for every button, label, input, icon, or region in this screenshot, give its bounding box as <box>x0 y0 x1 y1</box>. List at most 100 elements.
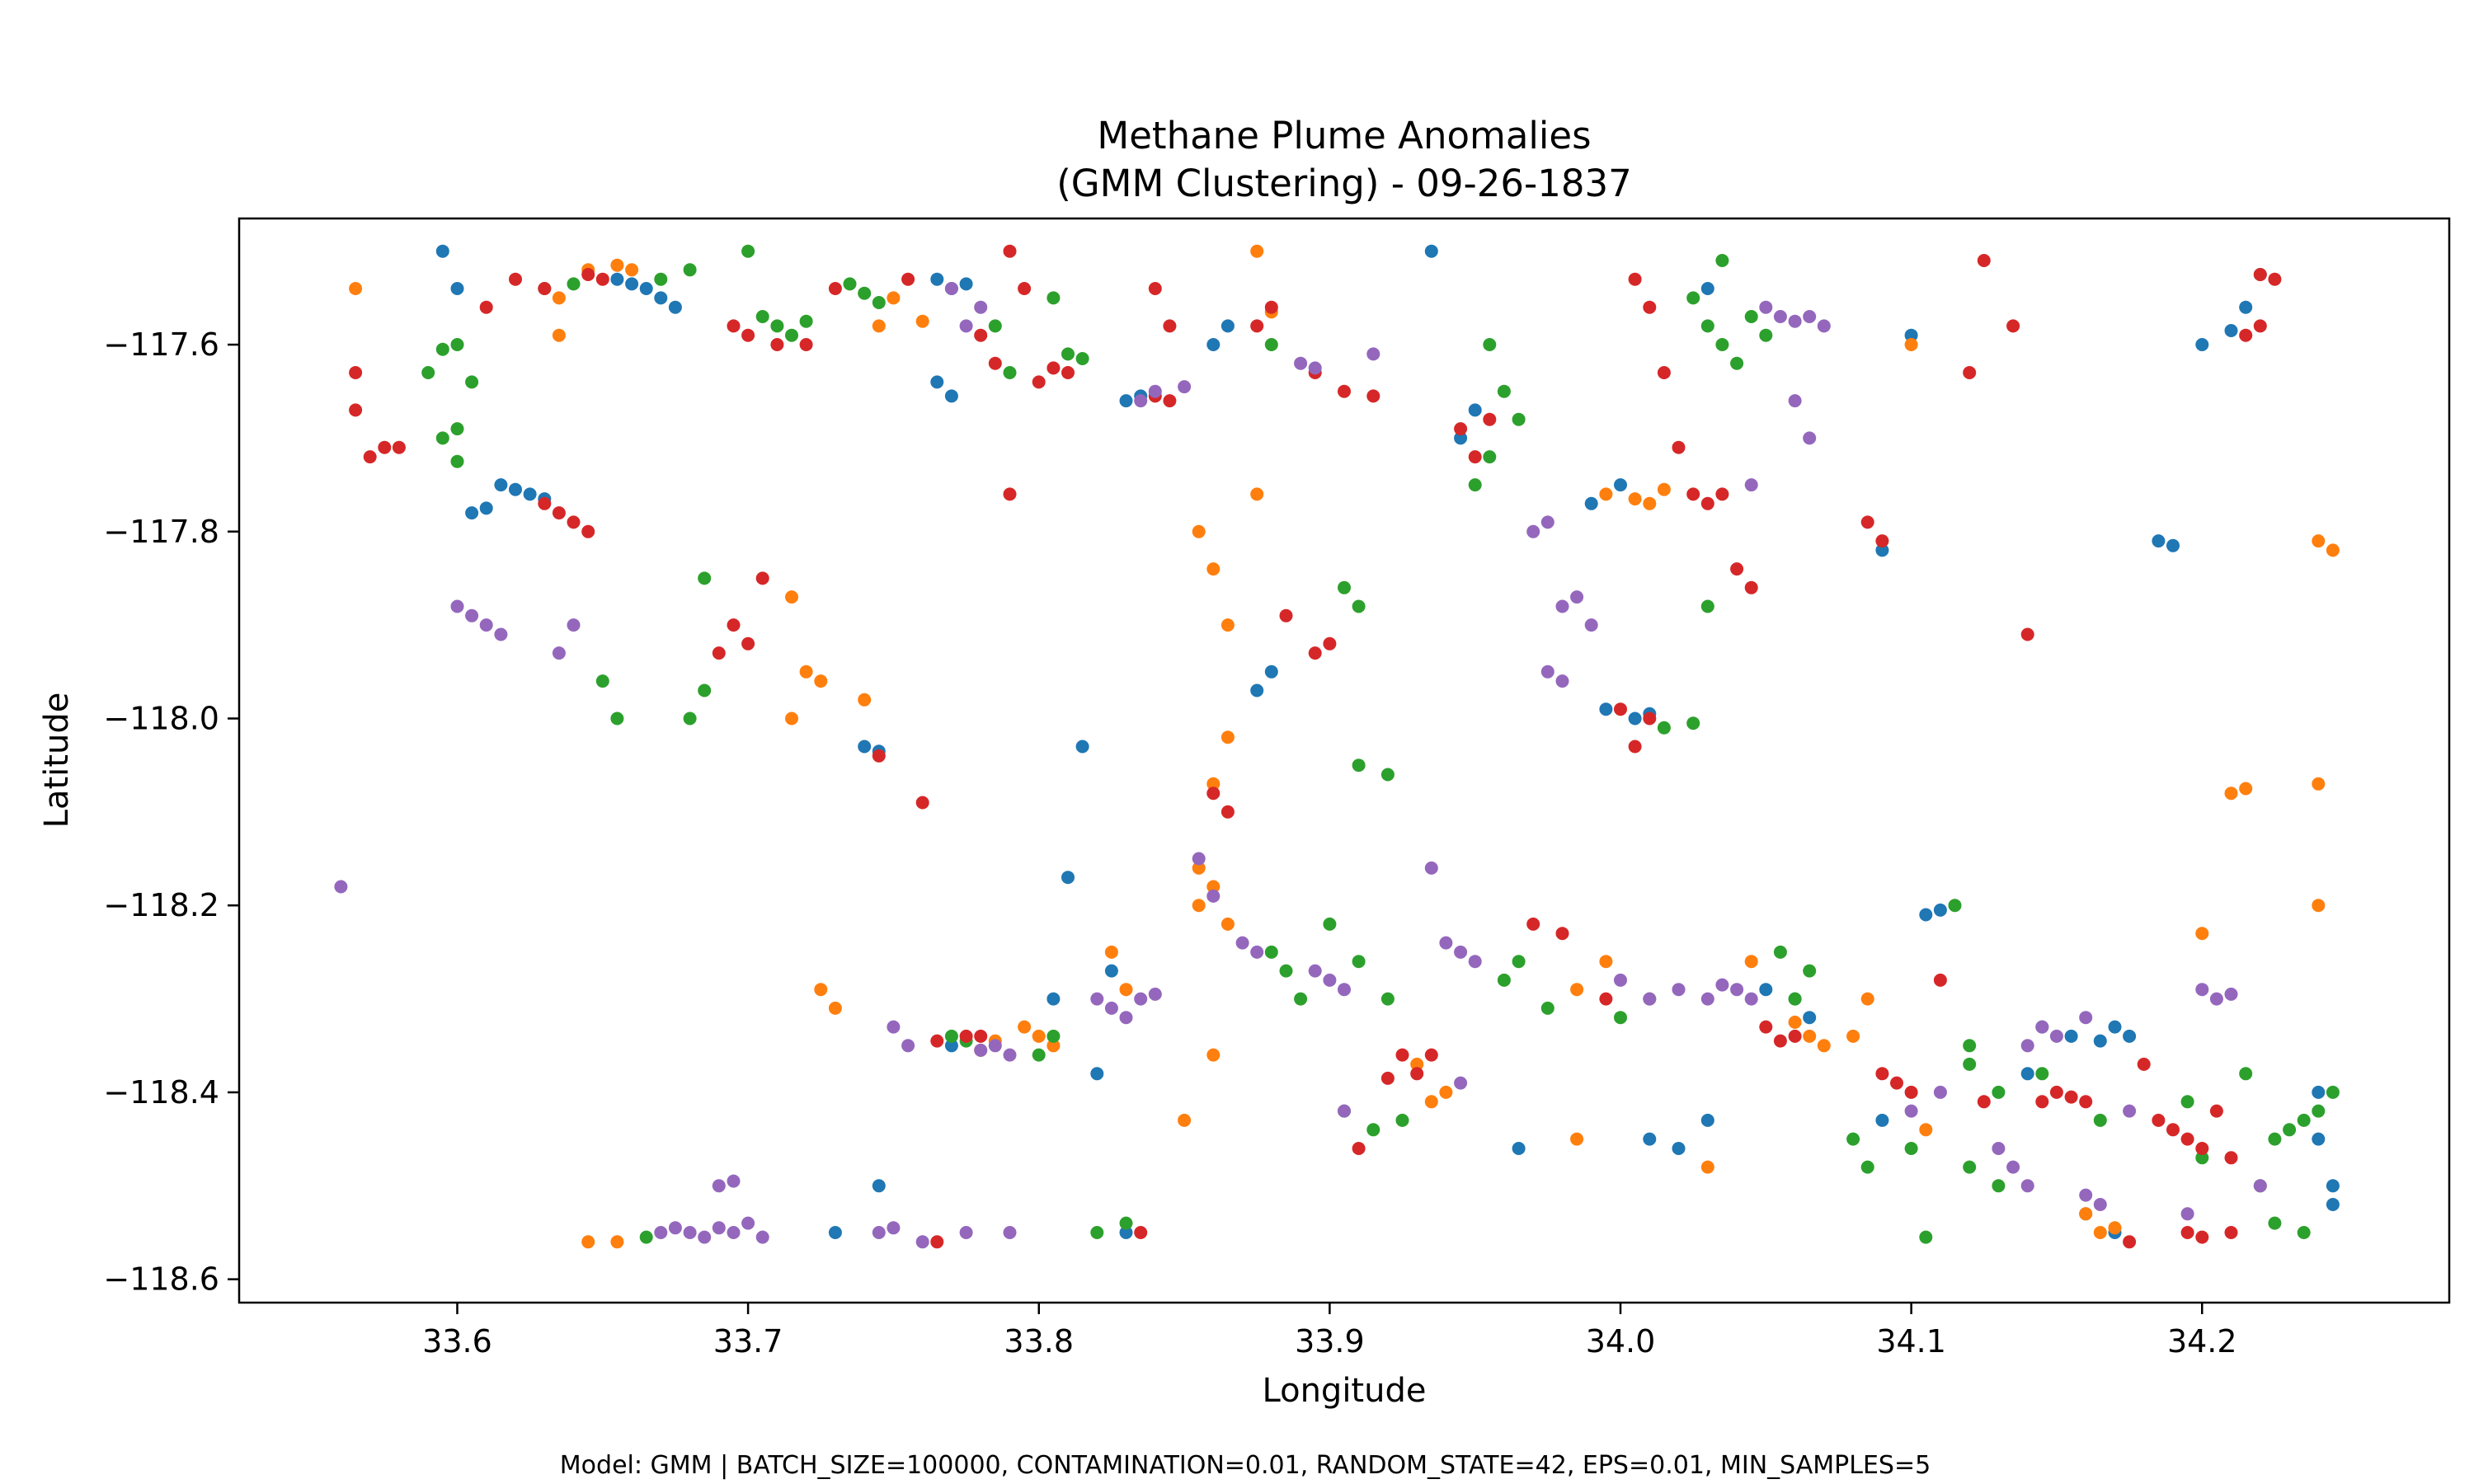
data-point-series-4-107 <box>930 1235 944 1249</box>
data-point-series-3-24 <box>1047 291 1061 305</box>
data-point-series-3-71 <box>1948 899 1962 913</box>
data-point-series-4-11 <box>741 328 755 342</box>
data-point-series-3-74 <box>1992 1085 2006 1099</box>
data-point-series-4-87 <box>2049 1085 2063 1099</box>
x-tick-label: 34.0 <box>1586 1323 1656 1360</box>
data-point-series-5-21 <box>1788 314 1802 328</box>
y-tick-label: −118.6 <box>103 1261 219 1298</box>
data-point-series-4-8 <box>581 268 595 281</box>
data-point-series-3-62 <box>1395 1113 1409 1127</box>
data-point-series-1-1 <box>435 244 449 258</box>
data-point-series-3-46 <box>1380 768 1395 782</box>
data-point-series-4-65 <box>1614 702 1627 716</box>
data-point-series-4-50 <box>2020 627 2034 641</box>
data-point-series-3-17 <box>843 277 857 291</box>
data-point-series-5-78 <box>698 1230 712 1244</box>
data-point-series-4-1 <box>349 366 363 379</box>
data-point-series-2-27 <box>1206 777 1221 791</box>
data-point-series-4-27 <box>1163 394 1177 408</box>
data-point-series-4-49 <box>2006 319 2020 333</box>
data-point-series-5-28 <box>1570 590 1584 604</box>
data-point-series-1-51 <box>1933 903 1947 917</box>
data-point-series-4-60 <box>915 796 929 810</box>
data-point-series-4-55 <box>727 618 741 632</box>
data-point-series-4-64 <box>1323 636 1337 650</box>
data-point-series-2-45 <box>1788 1015 1802 1029</box>
data-point-series-5-71 <box>2093 1198 2107 1211</box>
data-point-series-5-15 <box>1308 361 1322 375</box>
data-point-series-2-3 <box>552 328 566 342</box>
data-point-series-3-48 <box>1686 716 1700 730</box>
data-point-series-5-56 <box>1700 992 1714 1006</box>
data-point-series-3-22 <box>1061 347 1075 361</box>
data-point-series-4-32 <box>1366 389 1380 403</box>
data-point-series-3-41 <box>595 674 609 688</box>
x-tick-label: 34.2 <box>2167 1323 2237 1360</box>
data-point-series-2-13 <box>1206 562 1221 576</box>
x-axis-ticks: 33.6 33.7 33.8 33.9 34.0 34.1 34.2 <box>422 1303 2237 1360</box>
data-point-series-1-39 <box>2166 538 2180 552</box>
data-point-series-5-92 <box>1454 1076 1468 1090</box>
data-point-series-4-100 <box>2123 1235 2137 1249</box>
data-point-series-4-68 <box>1221 805 1235 819</box>
data-point-series-2-30 <box>1192 899 1206 913</box>
data-point-series-4-39 <box>1672 440 1686 454</box>
model-parameters-footer: Model: GMM | BATCH_SIZE=100000, CONTAMIN… <box>560 1451 1931 1480</box>
data-point-series-3-94 <box>1119 1216 1133 1230</box>
data-point-series-1-27 <box>1614 478 1627 492</box>
data-point-series-3-11 <box>683 263 697 277</box>
data-point-series-5-70 <box>2079 1188 2093 1202</box>
data-point-series-4-95 <box>2209 1104 2223 1118</box>
data-point-series-4-62 <box>1279 608 1293 622</box>
data-point-series-4-54 <box>581 524 595 538</box>
data-point-series-5-51 <box>887 1020 901 1034</box>
y-tick-label: −118.2 <box>103 887 219 923</box>
data-point-series-1-63 <box>1875 1113 1889 1127</box>
data-point-series-2-64 <box>1178 1113 1192 1127</box>
data-point-series-3-43 <box>1338 580 1351 594</box>
data-point-series-4-48 <box>1977 254 1991 267</box>
data-point-series-3-18 <box>858 286 872 300</box>
data-point-series-5-25 <box>1803 431 1817 445</box>
data-point-series-2-7 <box>872 319 886 333</box>
data-point-series-3-82 <box>2283 1123 2297 1137</box>
data-point-series-5-59 <box>1744 992 1758 1006</box>
data-point-series-1-52 <box>2108 1020 2122 1034</box>
data-point-series-4-43 <box>1730 562 1744 576</box>
data-point-series-2-36 <box>1047 1039 1061 1053</box>
data-point-series-5-60 <box>1904 1104 1918 1118</box>
data-point-series-5-32 <box>1192 852 1206 866</box>
data-point-series-5-20 <box>1773 310 1787 323</box>
data-point-series-3-72 <box>1963 1039 1977 1053</box>
data-point-series-5-67 <box>2049 1029 2063 1043</box>
data-point-series-1-53 <box>2123 1029 2137 1043</box>
x-axis-label: Longitude <box>1263 1372 1427 1410</box>
data-point-series-2-21 <box>785 590 798 604</box>
data-point-series-1-50 <box>1919 908 1933 922</box>
y-tick-label: −117.6 <box>103 326 219 363</box>
data-point-series-1-16 <box>959 277 973 291</box>
data-point-series-5-31 <box>1555 674 1569 688</box>
data-point-series-4-78 <box>1555 927 1569 941</box>
data-point-series-5-3 <box>494 627 508 641</box>
data-point-series-3-78 <box>1904 1142 1918 1155</box>
data-point-series-2-26 <box>1221 730 1235 744</box>
data-point-series-2-61 <box>610 1235 624 1249</box>
data-point-series-5-73 <box>2209 992 2223 1006</box>
data-point-series-2-46 <box>1803 1029 1817 1043</box>
data-point-series-3-35 <box>1744 310 1758 323</box>
data-point-series-4-104 <box>2268 272 2282 286</box>
data-point-series-3-92 <box>1992 1179 2006 1193</box>
data-point-series-4-80 <box>1759 1020 1773 1034</box>
data-point-series-1-40 <box>858 740 872 754</box>
x-tick-label: 33.6 <box>422 1323 492 1360</box>
data-point-series-2-65 <box>1206 1048 1221 1062</box>
data-point-series-3-85 <box>2326 1085 2340 1099</box>
data-point-series-1-36 <box>2239 300 2253 314</box>
data-point-series-4-29 <box>1264 300 1278 314</box>
data-point-series-1-55 <box>2064 1029 2078 1043</box>
data-point-series-5-17 <box>1526 524 1540 538</box>
data-point-series-4-103 <box>2253 268 2267 281</box>
data-point-series-5-84 <box>712 1179 726 1193</box>
data-point-series-5-69 <box>2123 1104 2137 1118</box>
